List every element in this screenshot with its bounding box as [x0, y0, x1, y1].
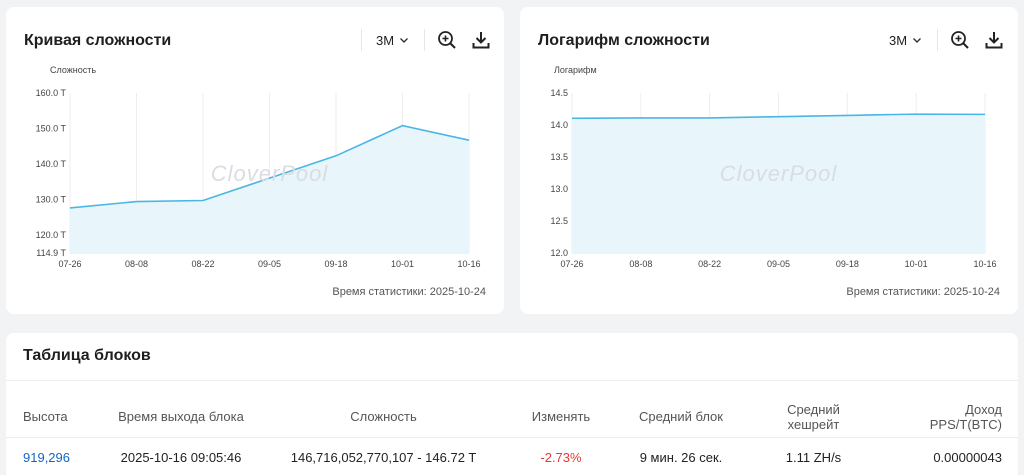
col-header-time: Время выхода блока — [118, 409, 244, 425]
series-line — [571, 113, 986, 120]
x-tick-label: 09-18 — [324, 259, 347, 269]
y-tick-label: 150.0 T — [36, 123, 67, 133]
chevron-down-icon — [913, 38, 922, 43]
col-header-height: Высота — [23, 409, 68, 425]
y-tick-label: 120.0 T — [36, 230, 67, 240]
x-tick-label: 08-08 — [629, 259, 652, 269]
zoom-button[interactable] — [948, 28, 972, 52]
y-tick-label: 13.0 — [550, 184, 568, 194]
y-tick-label: 12.0 — [550, 248, 568, 258]
x-tick-label: 07-26 — [560, 259, 583, 269]
y-tick-label: 12.5 — [550, 216, 568, 226]
difficulty-log-chart: CloverPool Логарифм 14.5 14.0 13.5 13.0 12.5 12… — [550, 65, 996, 269]
x-tick-label: 10-01 — [905, 259, 928, 269]
zoom-button[interactable] — [435, 28, 459, 52]
area-fill — [572, 114, 985, 254]
difficulty-curve-card: Кривая сложности 3M CloverPool Сложность 1… — [6, 7, 504, 314]
x-tick-label: 10-16 — [457, 259, 480, 269]
blocks-table-card: Таблица блоков Высота Время выхода блока… — [6, 333, 1018, 475]
col-header-pps: Доход PPS/T(BTC) — [929, 401, 1002, 432]
col-header-hashrate: Средний хешрейт — [787, 401, 840, 432]
chevron-down-icon — [400, 38, 409, 43]
block-pps-cell: 0.00000043 — [881, 436, 1018, 475]
x-tick-label: 10-16 — [973, 259, 996, 269]
watermark: CloverPool — [720, 161, 838, 186]
range-select[interactable]: 3M — [362, 27, 424, 53]
col-header-difficulty: Сложность — [350, 409, 417, 425]
block-hashrate-cell: 1.11 ZH/s — [746, 436, 881, 475]
x-tick-label: 08-22 — [191, 259, 214, 269]
divider — [361, 29, 362, 51]
statistics-time: Время статистики: 2025-10-24 — [332, 286, 486, 298]
divider — [937, 29, 939, 51]
zoom-in-icon — [438, 31, 456, 49]
statistics-time: Время статистики: 2025-10-24 — [846, 286, 1000, 298]
block-change-cell: -2.73% — [506, 436, 616, 475]
y-tick-label: 13.5 — [550, 152, 568, 162]
series-line — [69, 124, 470, 209]
block-avg-time-cell: 9 мин. 26 сек. — [616, 436, 746, 475]
difficulty-curve-title: Кривая сложности — [24, 32, 172, 49]
block-difficulty-cell: 146,716,052,770,107 - 146.72 T — [261, 436, 506, 475]
download-button[interactable] — [469, 28, 493, 52]
x-tick-label: 08-22 — [698, 259, 721, 269]
range-label: 3M — [889, 32, 908, 48]
y-tick-label: 130.0 T — [36, 194, 67, 204]
range-label: 3M — [376, 32, 395, 48]
range-select[interactable]: 3M — [875, 27, 937, 53]
block-time-cell: 2025-10-16 09:05:46 — [101, 436, 261, 475]
block-height-link[interactable]: 919,296 — [23, 449, 70, 465]
difficulty-log-card: Логарифм сложности 3M CloverPool Логарифм… — [520, 7, 1018, 314]
zoom-in-icon — [951, 31, 969, 49]
y-axis-label: Логарифм — [554, 65, 597, 75]
y-tick-label: 160.0 T — [36, 88, 67, 98]
blocks-table-title: Таблица блоков — [23, 347, 151, 364]
difficulty-chart: CloverPool Сложность 160.0 T 150.0 T 140.0 T… — [36, 65, 481, 269]
y-tick-label: 14.5 — [550, 88, 568, 98]
y-tick-label: 140.0 T — [36, 159, 67, 169]
difficulty-log-title: Логарифм сложности — [538, 32, 710, 49]
x-tick-label: 09-05 — [258, 259, 281, 269]
download-icon — [472, 32, 490, 49]
y-tick-label: 114.9 T — [36, 248, 66, 258]
divider — [424, 29, 426, 51]
table-header-row: Высота Время выхода блока Сложность Изме… — [6, 397, 1018, 437]
col-header-avg-block: Средний блок — [639, 409, 723, 425]
y-axis-label: Сложность — [50, 65, 96, 75]
table-row: 919,296 2025-10-16 09:05:46 146,716,052,… — [6, 436, 1018, 475]
download-icon — [985, 32, 1003, 49]
x-tick-label: 09-05 — [767, 259, 790, 269]
area-fill — [70, 125, 469, 253]
x-tick-label: 10-01 — [391, 259, 414, 269]
difficulty-curve-controls: 3M — [361, 27, 493, 53]
blocks-table: Высота Время выхода блока Сложность Изме… — [6, 397, 1018, 475]
col-header-change: Изменять — [531, 409, 591, 425]
watermark: CloverPool — [211, 161, 329, 186]
x-tick-label: 08-08 — [125, 259, 148, 269]
x-tick-label: 09-18 — [836, 259, 859, 269]
block-height-cell: 919,296 — [6, 436, 101, 475]
divider — [6, 380, 1018, 381]
download-button[interactable] — [982, 28, 1006, 52]
x-tick-label: 07-26 — [58, 259, 81, 269]
y-tick-label: 14.0 — [550, 120, 568, 130]
difficulty-log-controls: 3M — [875, 27, 1006, 53]
